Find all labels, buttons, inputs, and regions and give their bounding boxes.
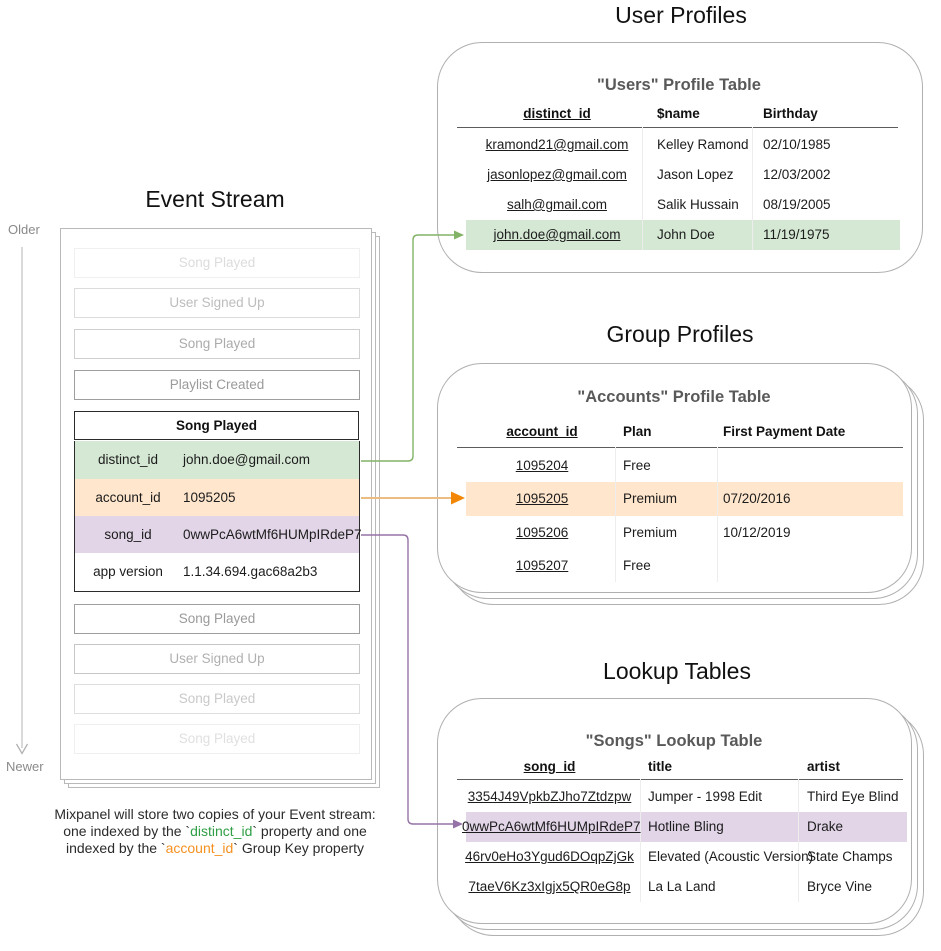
accounts-cell-account-id: 1095205 <box>515 491 569 506</box>
accounts-header-rule <box>457 447 903 448</box>
user-profiles-title: User Profiles <box>615 2 747 28</box>
songs-cell-title: Elevated (Acoustic Version) <box>648 849 814 864</box>
older-label: Older <box>8 222 40 237</box>
users-highlighted-row <box>466 220 900 250</box>
songs-col-header-song-id: song_id <box>523 759 576 774</box>
users-cell-name: Kelley Ramond <box>657 137 749 152</box>
accounts-cell-account-id: 1095204 <box>515 458 569 473</box>
songs-cell-title: Hotline Bling <box>648 819 724 834</box>
caption: Mixpanel will store two copies of your E… <box>54 806 375 857</box>
property-key: account_id <box>95 490 161 505</box>
users-column-divider <box>752 127 753 250</box>
users-cell-birthday: 02/10/1985 <box>763 137 831 152</box>
accounts-profile-card <box>437 363 912 593</box>
songs-lookup-card <box>437 698 912 924</box>
event-stream-title: Event Stream <box>145 186 285 212</box>
users-column-divider <box>642 127 643 250</box>
group-profiles-title: Group Profiles <box>606 321 754 347</box>
songs-cell-song-id: 7taeV6Kz3xIgjx5QR0eG8p <box>468 879 631 894</box>
songs-highlighted-row <box>466 812 907 842</box>
users-header-rule <box>457 127 898 128</box>
songs-cell-title: Jumper - 1998 Edit <box>648 789 763 804</box>
property-row-account-id: account_id 1095205 <box>75 479 359 516</box>
accounts-cell-first-payment-date: 10/12/2019 <box>723 525 791 540</box>
property-value: 0wwPcA6wtMf6HUMpIRdeP7 <box>183 527 362 542</box>
songs-col-header-artist: artist <box>807 759 841 774</box>
property-value: 1095205 <box>183 490 236 505</box>
users-cell-birthday: 08/19/2005 <box>763 197 831 212</box>
event-row: Song Played <box>74 724 360 754</box>
caption-distinct-id: distinct_id <box>190 823 253 839</box>
songs-column-divider <box>798 779 799 902</box>
songs-column-divider <box>640 779 641 902</box>
songs-cell-song-id: 0wwPcA6wtMf6HUMpIRdeP7 <box>462 819 641 834</box>
accounts-table-title: "Accounts" Profile Table <box>577 388 771 406</box>
accounts-highlighted-row <box>466 482 903 516</box>
users-cell-distinct-id: salh@gmail.com <box>507 197 607 212</box>
accounts-column-divider <box>615 447 616 582</box>
property-value: john.doe@gmail.com <box>183 452 311 467</box>
caption-line-3: indexed by the `account_id` Group Key pr… <box>65 840 365 856</box>
event-row: Song Played <box>74 604 360 634</box>
property-row-app-version: app version 1.1.34.694.gac68a2b3 <box>75 553 359 591</box>
users-cell-name: Salik Hussain <box>657 197 739 212</box>
users-cell-distinct-id: kramond21@gmail.com <box>485 137 629 152</box>
users-col-header-name: $name <box>657 106 700 121</box>
accounts-cell-account-id: 1095207 <box>515 558 569 573</box>
accounts-col-header-account-id: account_id <box>506 424 578 439</box>
users-cell-distinct-id: jasonlopez@gmail.com <box>487 167 627 182</box>
songs-cell-artist: Bryce Vine <box>807 879 873 894</box>
property-key: distinct_id <box>97 452 159 467</box>
property-row-song-id: song_id 0wwPcA6wtMf6HUMpIRdeP7 <box>75 516 362 553</box>
users-table-title: "Users" Profile Table <box>597 76 761 94</box>
songs-cell-song-id: 3354J49VpkbZJho7Ztdzpw <box>467 789 632 804</box>
accounts-cell-account-id: 1095206 <box>515 525 569 540</box>
songs-cell-artist: State Champs <box>807 849 893 864</box>
event-row: Song Played <box>74 684 360 714</box>
songs-col-header-title: title <box>648 759 673 774</box>
users-col-header-distinct-id: distinct_id <box>523 106 591 121</box>
accounts-cell-plan: Premium <box>623 525 678 540</box>
event-row: User Signed Up <box>74 644 360 674</box>
caption-account-id: account_id <box>165 840 234 856</box>
songs-table-title: "Songs" Lookup Table <box>585 732 763 750</box>
caption-line-1: Mixpanel will store two copies of your E… <box>54 806 376 822</box>
users-cell-birthday: 11/19/1975 <box>763 227 830 242</box>
songs-cell-artist: Third Eye Blind <box>807 789 899 804</box>
songs-header-rule <box>457 779 903 780</box>
songs-cell-song-id: 46rv0eHo3Ygud6DOqpZjGk <box>465 849 634 864</box>
property-key: song_id <box>104 527 152 542</box>
event-row: Playlist Created <box>74 370 360 400</box>
songs-cell-artist: Drake <box>807 819 844 834</box>
accounts-cell-plan: Premium <box>623 491 678 506</box>
accounts-cell-first-payment-date: 07/20/2016 <box>723 491 791 506</box>
accounts-cell-plan: Free <box>623 458 651 473</box>
accounts-cell-plan: Free <box>623 558 651 573</box>
event-row: Song Played <box>74 329 360 359</box>
users-cell-distinct-id: john.doe@gmail.com <box>493 227 621 242</box>
songs-cell-title: La La Land <box>648 879 716 894</box>
users-cell-birthday: 12/03/2002 <box>763 167 831 182</box>
lookup-tables-title: Lookup Tables <box>603 658 751 684</box>
event-row: User Signed Up <box>74 288 360 318</box>
newer-label: Newer <box>6 759 44 774</box>
users-col-header-birthday: Birthday <box>763 106 818 121</box>
accounts-col-header-plan: Plan <box>623 424 652 439</box>
users-cell-name: John Doe <box>657 227 715 242</box>
property-key: app version <box>93 564 163 579</box>
event-row: Song Played <box>74 248 360 278</box>
users-cell-name: Jason Lopez <box>657 167 734 182</box>
timeline-arrow <box>15 247 29 755</box>
accounts-col-header-first-payment-date: First Payment Date <box>723 424 846 439</box>
property-value: 1.1.34.694.gac68a2b3 <box>183 564 318 579</box>
caption-line-2: one indexed by the `distinct_id` propert… <box>63 823 367 839</box>
selected-event-properties: distinct_id john.doe@gmail.com account_i… <box>74 441 362 592</box>
selected-event-header: Song Played <box>74 411 359 440</box>
property-row-distinct-id: distinct_id john.doe@gmail.com <box>75 441 359 479</box>
accounts-column-divider <box>717 447 718 582</box>
